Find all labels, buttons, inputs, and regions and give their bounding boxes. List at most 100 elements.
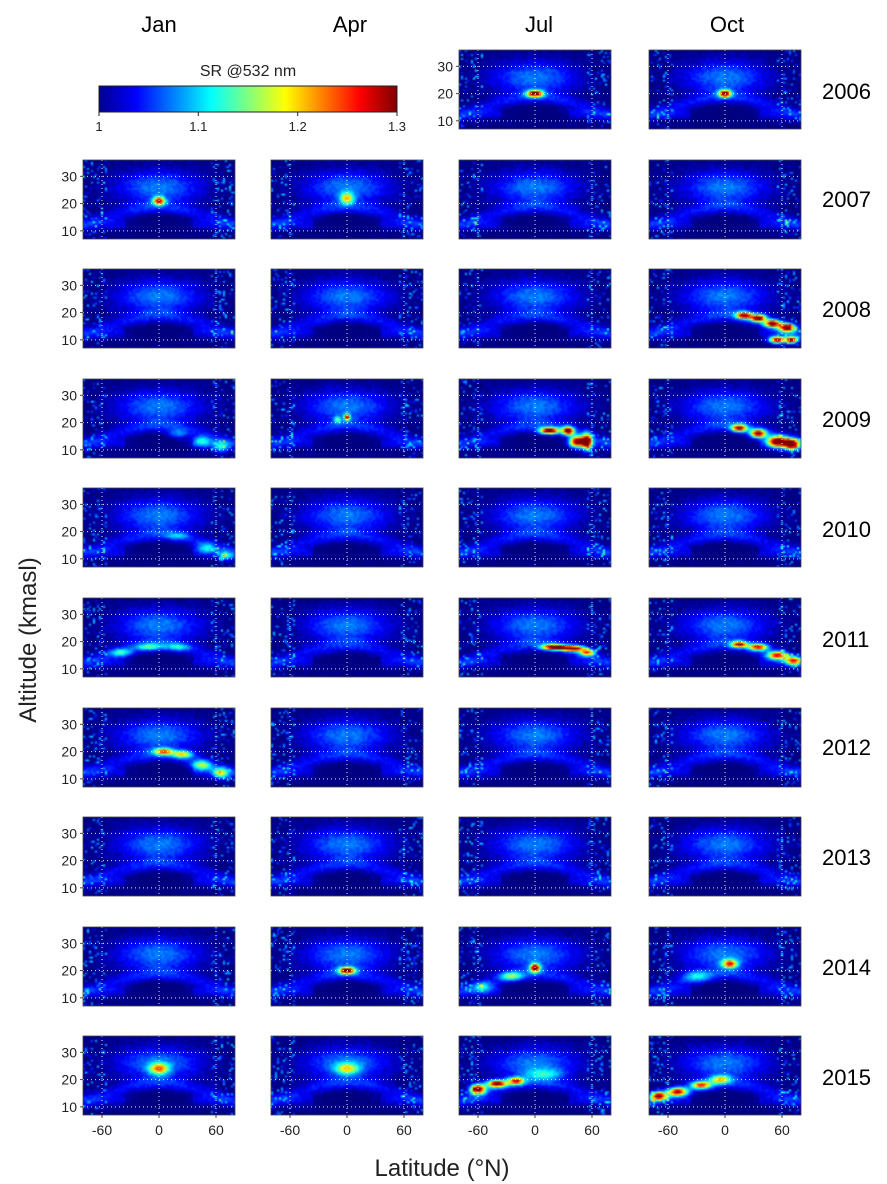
heatmap-image — [649, 817, 801, 896]
panel-frame — [458, 487, 612, 568]
panel-2013-jul — [458, 816, 612, 897]
y-tick-label: 10 — [437, 113, 453, 129]
panel-2006-jul: 10 20 30 — [437, 49, 612, 130]
y-tick-label: 10 — [61, 880, 77, 896]
row-label-2008: 2008 — [822, 297, 871, 322]
row-labels: 2006 2007 2008 2009 2010 2011 2012 2013 … — [822, 79, 871, 1090]
y-tick-label: 20 — [61, 634, 77, 650]
heatmap-image — [459, 817, 611, 896]
panel-2014-jan: 10 20 30 — [61, 926, 236, 1007]
heatmap-image — [83, 927, 235, 1006]
panel-2008-apr — [270, 268, 424, 349]
column-headers: Jan Apr Jul Oct — [141, 12, 744, 37]
panel-2011-jul — [458, 597, 612, 678]
y-tick-label: 20 — [61, 196, 77, 212]
panel-frame — [458, 159, 612, 240]
heatmap-image — [83, 708, 235, 787]
heatmap-image — [271, 598, 423, 677]
x-tick-label: 60 — [208, 1122, 224, 1138]
y-tick-label: 10 — [61, 442, 77, 458]
panel-frame — [82, 487, 236, 568]
panel-frame — [82, 268, 236, 349]
panel-2007-oct — [648, 159, 802, 240]
panel-2007-apr — [270, 159, 424, 240]
row-label-2007: 2007 — [822, 187, 871, 212]
panel-frame — [648, 49, 802, 130]
panel-2010-apr — [270, 487, 424, 568]
row-label-2009: 2009 — [822, 407, 871, 432]
y-tick-label: 30 — [61, 935, 77, 951]
column-header-jul: Jul — [525, 12, 553, 37]
panel-frame — [82, 926, 236, 1007]
panel-2009-jul — [458, 378, 612, 459]
heatmap-image — [649, 379, 801, 458]
x-axis-label: Latitude (°N) — [375, 1155, 510, 1182]
panel-2013-apr — [270, 816, 424, 897]
panel-2009-apr — [270, 378, 424, 459]
heatmap-image — [459, 598, 611, 677]
heatmap-image — [459, 269, 611, 348]
panel-frame — [648, 159, 802, 240]
heatmap-image — [649, 269, 801, 348]
panel-2010-jan: 10 20 30 — [61, 487, 236, 568]
heatmap-image — [459, 708, 611, 787]
colorbar-tick-label: 1.2 — [289, 119, 307, 134]
panel-frame — [648, 268, 802, 349]
y-tick-label: 20 — [61, 744, 77, 760]
colorbar-tick-label: 1 — [95, 119, 102, 134]
x-tick-label: 0 — [155, 1122, 163, 1138]
panel-2012-jul — [458, 707, 612, 788]
panel-2007-jan: 10 20 30 — [61, 159, 236, 240]
heatmap-image — [649, 160, 801, 239]
x-tick-label: -60 — [468, 1122, 488, 1138]
heatmap-image — [649, 927, 801, 1006]
colorbar-gradient — [98, 85, 398, 113]
y-tick-label: 10 — [61, 771, 77, 787]
heatmap-image — [459, 927, 611, 1006]
panel-grid: 1020301020301020301020301020301020301020… — [61, 49, 802, 1138]
heatmap-image — [83, 488, 235, 567]
panel-2009-oct — [648, 378, 802, 459]
panel-2015-jul: -60 0 60 — [458, 1035, 612, 1138]
panel-2010-oct — [648, 487, 802, 568]
heatmap-image — [649, 488, 801, 567]
panel-frame — [648, 926, 802, 1007]
y-tick-label: 10 — [61, 332, 77, 348]
y-tick-label: 20 — [61, 415, 77, 431]
y-tick-label: 20 — [61, 524, 77, 540]
column-header-apr: Apr — [333, 12, 367, 37]
panel-2007-jul — [458, 159, 612, 240]
panel-2014-jul — [458, 926, 612, 1007]
panel-2013-jan: 10 20 30 — [61, 816, 236, 897]
heatmap-image — [649, 1036, 801, 1115]
y-tick-label: 30 — [61, 168, 77, 184]
x-tick-label: 60 — [396, 1122, 412, 1138]
heatmap-image — [649, 708, 801, 787]
y-tick-label: 20 — [61, 1072, 77, 1088]
heatmap-image — [271, 708, 423, 787]
panel-2010-jul — [458, 487, 612, 568]
y-tick-label: 30 — [61, 825, 77, 841]
heatmap-image — [83, 379, 235, 458]
colorbar-tick-label: 1.1 — [189, 119, 207, 134]
x-tick-label: 60 — [774, 1122, 790, 1138]
y-tick-label: 10 — [61, 990, 77, 1006]
row-label-2011: 2011 — [822, 627, 869, 652]
panel-frame — [458, 926, 612, 1007]
y-tick-label: 10 — [61, 1099, 77, 1115]
heatmap-image — [649, 598, 801, 677]
panel-2014-apr — [270, 926, 424, 1007]
heatmap-image — [83, 269, 235, 348]
panel-frame — [648, 487, 802, 568]
panel-frame — [270, 926, 424, 1007]
colorbar-tick-label: 1.3 — [388, 119, 406, 134]
panel-frame — [458, 378, 612, 459]
panel-2009-jan: 10 20 30 — [61, 378, 236, 459]
y-tick-label: 30 — [61, 1044, 77, 1060]
y-tick-label: 30 — [61, 716, 77, 732]
panel-frame — [82, 378, 236, 459]
x-tick-label: -60 — [92, 1122, 112, 1138]
y-tick-label: 10 — [61, 551, 77, 567]
y-axis-label: Altitude (kmasl) — [15, 557, 42, 722]
panel-2012-oct — [648, 707, 802, 788]
